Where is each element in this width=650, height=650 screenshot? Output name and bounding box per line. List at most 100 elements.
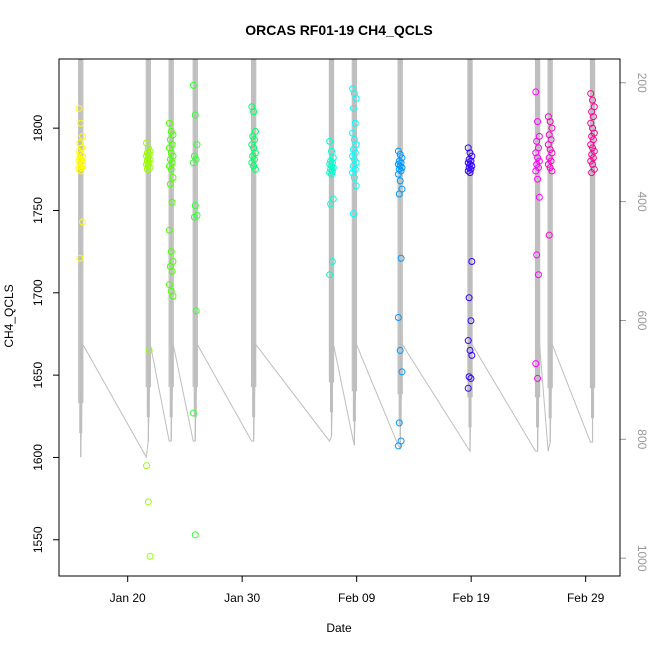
data-point xyxy=(588,132,596,140)
data-point xyxy=(466,149,474,157)
data-point xyxy=(587,157,595,165)
data-point xyxy=(544,141,552,149)
data-point xyxy=(190,213,198,221)
flight-lines xyxy=(78,58,596,459)
flight-track-line xyxy=(78,58,593,459)
y2-tick-label: 200 xyxy=(635,73,649,93)
axes: Jan 20 Jan 30 Feb 09 Feb 19 Feb 29 1550 1600 16… xyxy=(31,73,649,605)
data-point xyxy=(143,165,151,173)
data-point xyxy=(534,374,542,382)
data-point xyxy=(326,271,334,279)
data-point xyxy=(350,155,358,163)
data-point xyxy=(465,164,473,172)
data-point xyxy=(587,141,595,149)
data-point xyxy=(166,180,174,188)
data-point xyxy=(396,177,404,185)
data-point xyxy=(77,119,85,127)
data-point xyxy=(249,152,257,160)
data-point xyxy=(143,149,151,157)
y2-tick-label: 600 xyxy=(635,310,649,330)
data-point xyxy=(349,104,357,112)
data-point xyxy=(169,292,177,300)
data-point xyxy=(545,131,553,139)
data-point xyxy=(465,155,473,163)
data-point xyxy=(588,169,596,177)
data-point xyxy=(589,144,597,152)
data-point xyxy=(396,346,404,354)
data-point xyxy=(548,124,556,132)
data-point xyxy=(167,287,175,295)
data-point xyxy=(352,182,360,190)
data-point xyxy=(146,552,154,560)
data-point xyxy=(75,165,83,173)
data-point xyxy=(394,170,402,178)
data-point xyxy=(349,146,357,154)
y-tick-label: 1750 xyxy=(31,197,45,224)
data-point xyxy=(546,164,554,172)
data-point xyxy=(464,337,472,345)
data-point xyxy=(349,85,357,93)
data-point xyxy=(394,442,402,450)
data-point xyxy=(589,160,597,168)
data-point xyxy=(189,409,197,417)
data-point xyxy=(349,152,357,160)
data-point xyxy=(395,157,403,165)
data-point xyxy=(467,317,475,325)
data-point xyxy=(326,169,334,177)
data-point xyxy=(466,160,474,168)
data-point xyxy=(166,136,174,144)
data-point xyxy=(77,167,85,175)
data-point xyxy=(144,162,152,170)
data-point xyxy=(533,160,541,168)
data-point xyxy=(548,167,556,175)
data-point xyxy=(464,167,472,175)
plot-frame xyxy=(58,58,621,577)
data-point xyxy=(167,149,175,157)
x-tick-label: Feb 19 xyxy=(452,591,490,605)
data-point xyxy=(191,531,199,539)
data-point xyxy=(350,136,358,144)
data-point xyxy=(166,155,174,163)
data-point xyxy=(532,149,540,157)
data-point xyxy=(192,307,200,315)
data-point xyxy=(587,90,595,98)
data-point xyxy=(248,103,256,111)
data-point xyxy=(144,154,152,162)
data-point xyxy=(532,167,540,175)
data-point xyxy=(76,139,84,147)
data-point xyxy=(468,351,476,359)
x-tick-label: Feb 09 xyxy=(338,591,376,605)
data-point xyxy=(398,368,406,376)
data-point xyxy=(165,119,173,127)
x-axis-label: Date xyxy=(326,621,352,635)
x-tick-label: Feb 29 xyxy=(567,591,605,605)
data-point xyxy=(248,159,256,167)
y-tick-label: 1550 xyxy=(31,526,45,553)
data-point xyxy=(169,174,177,182)
data-point xyxy=(394,147,402,155)
data-point xyxy=(327,162,335,170)
y2-tick-label: 1000 xyxy=(635,545,649,572)
data-point xyxy=(248,141,256,149)
data-point xyxy=(532,88,540,96)
data-point xyxy=(143,462,151,470)
data-point xyxy=(76,162,84,170)
y-tick-label: 1800 xyxy=(31,114,45,141)
data-point xyxy=(535,193,543,201)
data-point xyxy=(75,147,83,155)
data-point xyxy=(534,154,542,162)
data-point xyxy=(327,200,335,208)
data-point xyxy=(77,150,85,158)
y2-tick-label: 400 xyxy=(635,192,649,212)
data-point xyxy=(189,159,197,167)
data-point xyxy=(167,127,175,135)
data-point xyxy=(546,118,554,126)
data-point xyxy=(394,314,402,321)
data-point xyxy=(464,384,472,392)
data-point xyxy=(534,175,542,183)
data-point xyxy=(349,169,357,177)
data-point xyxy=(251,165,259,173)
data-point xyxy=(249,132,257,140)
